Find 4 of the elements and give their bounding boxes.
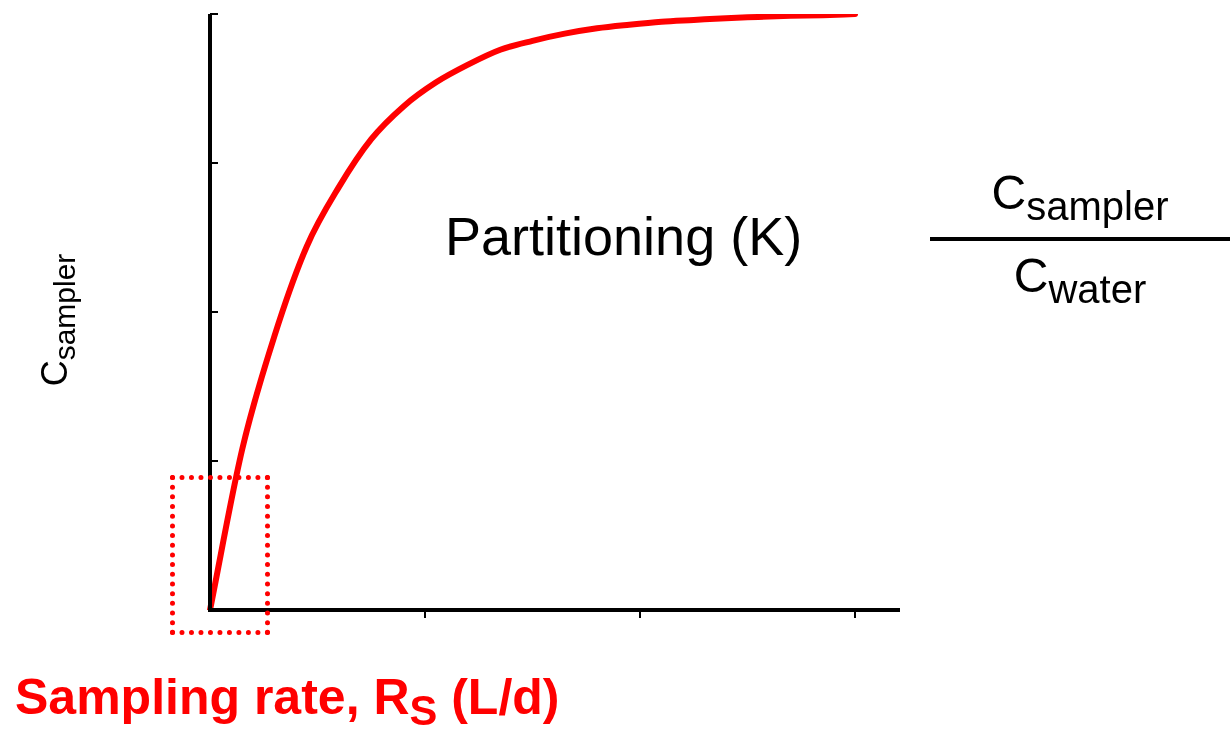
text: C$_{sampler}$	[990, 165, 1170, 229]
text: C$_{water}$	[1012, 248, 1148, 312]
x-axis-title: Sampling rate, R$_{S}$ (L/d)	[15, 668, 560, 735]
annotation: Partitioning (K)	[445, 205, 803, 267]
